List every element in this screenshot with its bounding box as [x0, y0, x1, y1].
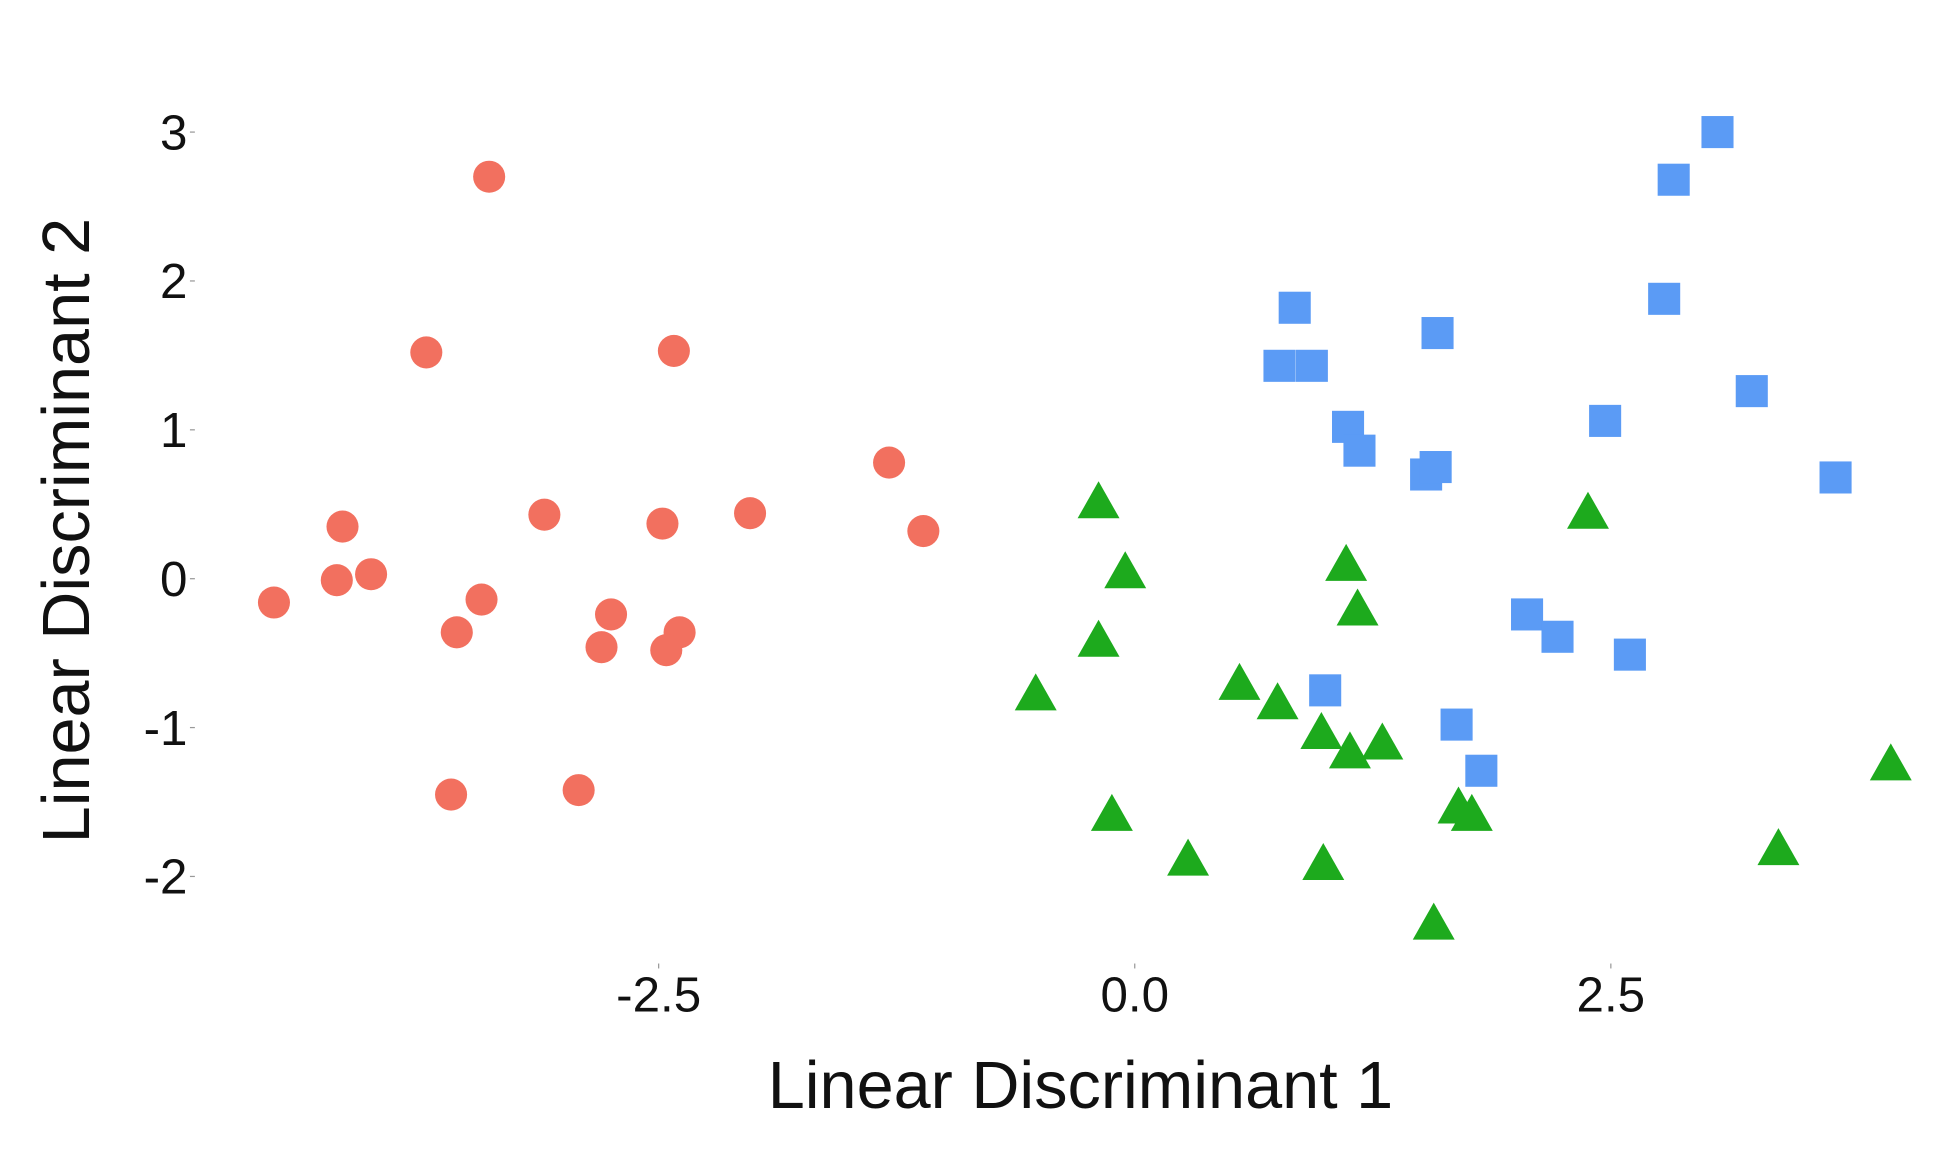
data-point-square	[1735, 375, 1768, 408]
data-point-triangle	[1361, 722, 1404, 760]
data-point-square	[1295, 349, 1328, 382]
data-point-circle	[257, 586, 290, 619]
data-point-circle	[734, 497, 767, 530]
data-point-circle	[326, 510, 359, 543]
data-point-circle	[440, 616, 473, 649]
data-point-square	[1819, 461, 1852, 494]
data-point-square	[1278, 291, 1311, 324]
series-group-1	[257, 160, 940, 811]
data-point-circle	[465, 583, 498, 616]
data-point-triangle	[1256, 682, 1299, 720]
series-group-3	[1014, 481, 1912, 940]
data-point-square	[1657, 163, 1690, 196]
data-point-square	[1309, 674, 1342, 707]
data-point-triangle	[1450, 793, 1493, 831]
data-point-square	[1613, 638, 1646, 671]
data-point-triangle	[1300, 712, 1343, 750]
data-point-square	[1465, 754, 1498, 787]
x-axis: -2.5 0.0 2.5	[616, 963, 1646, 1023]
data-point-circle	[585, 631, 618, 664]
x-tick-label: 2.5	[1577, 968, 1646, 1023]
data-point-circle	[410, 336, 443, 369]
y-tick-label: 1	[160, 403, 187, 458]
y-tick-label: -1	[144, 701, 188, 756]
data-point-circle	[907, 515, 940, 548]
data-point-triangle	[1302, 843, 1345, 881]
data-point-triangle	[1104, 551, 1147, 589]
x-tick-label: 0.0	[1100, 968, 1169, 1023]
data-point-circle	[595, 598, 628, 631]
data-point-triangle	[1167, 838, 1210, 876]
data-point-triangle	[1412, 902, 1455, 940]
data-point-square	[1440, 708, 1473, 741]
plot-area	[257, 116, 1912, 940]
data-point-square	[1541, 620, 1574, 653]
data-point-square	[1419, 451, 1452, 484]
data-point-square	[1263, 349, 1296, 382]
data-point-square	[1421, 317, 1454, 350]
y-tick-label: -2	[144, 850, 188, 905]
data-point-triangle	[1077, 619, 1120, 657]
y-axis: 3 2 1 0 -1 -2	[144, 105, 195, 905]
series-group-2	[1263, 116, 1852, 787]
data-point-circle	[562, 774, 595, 807]
data-point-square	[1589, 404, 1622, 437]
data-point-triangle	[1328, 731, 1371, 769]
data-point-circle	[646, 507, 679, 540]
data-point-square	[1701, 116, 1734, 149]
data-point-circle	[873, 446, 906, 479]
data-point-triangle	[1567, 491, 1609, 529]
data-point-triangle	[1757, 828, 1800, 866]
data-point-circle	[355, 558, 388, 591]
data-point-circle	[435, 778, 468, 811]
x-tick-label: -2.5	[616, 968, 701, 1023]
data-point-triangle	[1325, 543, 1368, 581]
y-tick-label: 2	[160, 254, 187, 309]
data-point-triangle	[1869, 743, 1912, 781]
data-point-circle	[528, 498, 561, 531]
data-point-square	[1343, 434, 1376, 467]
data-point-triangle	[1077, 481, 1120, 519]
data-point-triangle	[1014, 673, 1057, 711]
y-tick-label: 3	[160, 105, 187, 160]
y-axis-label: Linear Discriminant 2	[30, 218, 104, 844]
data-point-circle	[473, 160, 506, 193]
data-point-square	[1511, 598, 1544, 631]
data-point-triangle	[1090, 793, 1133, 831]
data-point-circle	[657, 334, 690, 367]
x-axis-label: Linear Discriminant 1	[768, 1049, 1394, 1123]
data-point-triangle	[1218, 662, 1261, 700]
y-tick-label: 0	[160, 552, 187, 607]
data-point-square	[1648, 282, 1681, 315]
data-point-triangle	[1336, 588, 1379, 626]
data-point-circle	[650, 634, 683, 667]
data-point-circle	[320, 564, 353, 597]
